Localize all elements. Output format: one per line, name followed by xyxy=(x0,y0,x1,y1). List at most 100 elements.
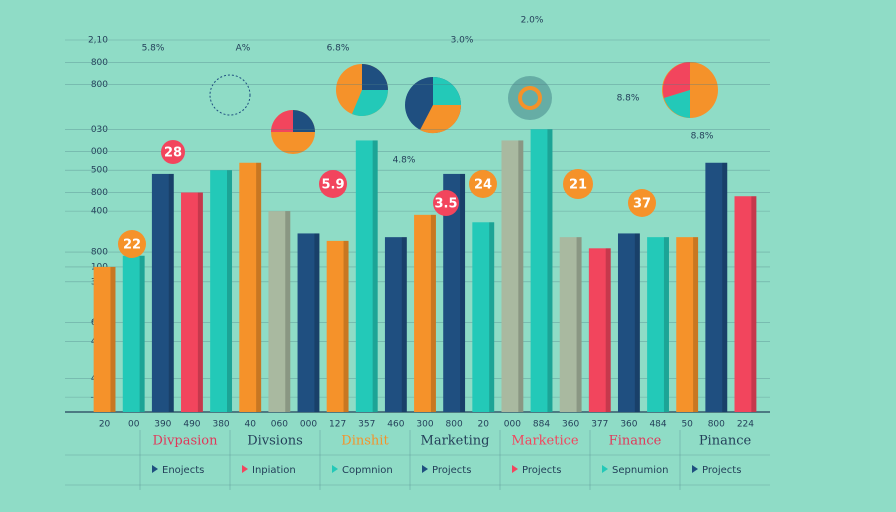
legend-marker xyxy=(422,465,428,473)
group-label: Dinshit xyxy=(341,434,389,449)
x-tick-label: 484 xyxy=(649,420,666,430)
x-tick-label: 224 xyxy=(737,420,754,430)
x-tick-label: 300 xyxy=(416,420,433,430)
bar xyxy=(210,170,233,412)
bar xyxy=(122,255,145,412)
x-tick-label: 800 xyxy=(708,420,725,430)
bar-shade xyxy=(663,237,669,412)
bar-shade xyxy=(314,233,320,412)
bar xyxy=(384,237,407,412)
annotation: 28 xyxy=(164,146,182,161)
group-label: Pinance xyxy=(699,434,752,449)
x-tick-label: 357 xyxy=(358,420,375,430)
x-tick-label: 50 xyxy=(681,420,693,430)
bar xyxy=(501,140,524,412)
bar xyxy=(588,248,611,412)
bar xyxy=(676,237,699,412)
bar-shade xyxy=(430,214,436,412)
annotation: 24 xyxy=(474,178,492,193)
bar-shade xyxy=(110,266,116,412)
bar-shade xyxy=(576,237,582,412)
bar-shade xyxy=(256,162,262,412)
legend-label: Enojects xyxy=(162,465,204,476)
group-label: Finance xyxy=(609,434,662,449)
annotation: A% xyxy=(236,44,251,54)
y-tick-label: 400 xyxy=(91,207,108,217)
annotation: 5.9 xyxy=(321,178,344,193)
x-tick-label: 00 xyxy=(128,420,140,430)
annotation: 4.8% xyxy=(393,156,416,166)
annotations: 22 28 5.9 3.5 24 21 37 2.0% 3.0% 5.8% A%… xyxy=(118,16,714,258)
group-label: Marketing xyxy=(421,434,490,449)
bar xyxy=(734,196,757,412)
group-label: Divpasion xyxy=(152,434,218,449)
y-tick-label: 800 xyxy=(91,80,108,90)
annotation: 21 xyxy=(569,178,587,193)
bar xyxy=(705,162,728,412)
bar xyxy=(530,129,553,412)
x-tick-label: 000 xyxy=(300,420,317,430)
y-tick-label: 800 xyxy=(91,188,108,198)
y-tick-label: 000 xyxy=(91,147,108,157)
bar xyxy=(239,162,262,412)
bar xyxy=(151,173,174,412)
bar-shade xyxy=(489,222,495,412)
group-label: Marketice xyxy=(511,434,579,449)
annotation: 8.8% xyxy=(691,132,714,142)
y-tick-label: 500 xyxy=(91,166,108,176)
x-tick-label: 060 xyxy=(271,420,288,430)
y-tick-label: 800 xyxy=(91,58,108,68)
bar xyxy=(647,237,669,412)
annotation: 22 xyxy=(123,238,141,253)
legend-marker xyxy=(242,465,248,473)
bar-shade xyxy=(372,140,378,412)
bar-shade xyxy=(139,255,145,412)
legend-marker xyxy=(512,465,518,473)
bar xyxy=(93,266,116,412)
legend-marker xyxy=(332,465,338,473)
x-tick-label: 20 xyxy=(478,420,490,430)
bar-shade xyxy=(343,240,349,412)
legend-marker xyxy=(692,465,698,473)
bar xyxy=(268,211,291,412)
x-tick-label: 000 xyxy=(504,420,521,430)
annotation: 3.5 xyxy=(434,197,457,212)
bar xyxy=(297,233,320,412)
x-tick-label: 127 xyxy=(329,420,346,430)
bar-shade xyxy=(634,233,640,412)
bar xyxy=(559,237,582,412)
legend-marker xyxy=(602,465,608,473)
x-tick-label: 360 xyxy=(620,420,637,430)
bar xyxy=(443,173,466,412)
annotation: 2.0% xyxy=(521,16,544,26)
bar xyxy=(472,222,495,412)
legend-label: Sepnumion xyxy=(612,465,669,476)
annotation: 5.8% xyxy=(142,44,165,54)
bar-shade xyxy=(197,192,203,412)
legend-label: Projects xyxy=(522,465,561,476)
annotation: 37 xyxy=(633,197,651,212)
bar-shade xyxy=(693,237,699,412)
x-tick-label: 360 xyxy=(562,420,579,430)
x-tick-label: 884 xyxy=(533,420,550,430)
bar xyxy=(326,240,349,412)
bar xyxy=(414,214,436,412)
bar xyxy=(355,140,378,412)
bar-shade xyxy=(547,129,553,412)
x-tick-label: 460 xyxy=(387,420,404,430)
x-tick-label: 377 xyxy=(591,420,608,430)
x-tick-label: 390 xyxy=(154,420,171,430)
x-tick-label: 20 xyxy=(99,420,111,430)
legend-label: Inpiation xyxy=(252,465,296,476)
bar-shade xyxy=(722,162,728,412)
bar-shade xyxy=(168,173,174,412)
bar-shade xyxy=(401,237,407,412)
annotation: 8.8% xyxy=(617,94,640,104)
bar-shade xyxy=(518,140,524,412)
bar-shade xyxy=(285,211,291,412)
group-label: Divsions xyxy=(247,434,303,449)
bar xyxy=(617,233,640,412)
x-tick-label: 800 xyxy=(446,420,463,430)
x-tick-label: 380 xyxy=(212,420,229,430)
